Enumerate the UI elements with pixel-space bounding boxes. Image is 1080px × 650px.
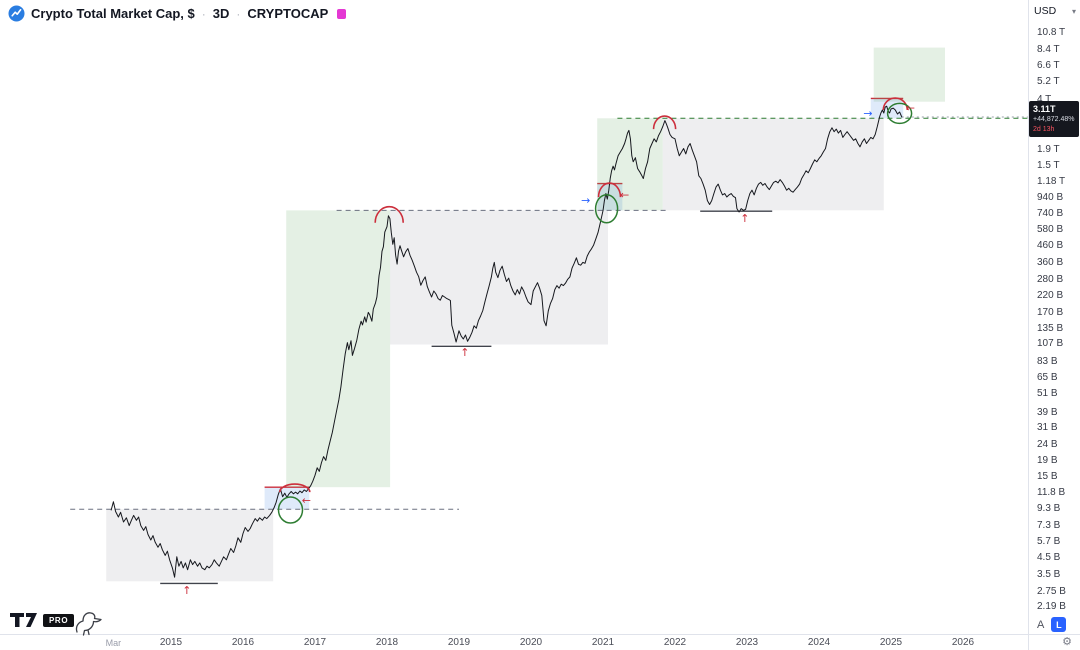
price-axis-label: 460 B	[1037, 240, 1064, 251]
log-scale-button[interactable]: L	[1051, 617, 1067, 632]
bar-countdown: 2d 13h	[1033, 126, 1055, 133]
accumulation-box-2014[interactable]	[106, 509, 274, 582]
accumulation-box-2022[interactable]	[662, 118, 884, 211]
price-axis[interactable]: 10.8 T8.4 T6.6 T5.2 T4 T2.5 T1.9 T1.5 T1…	[1028, 0, 1080, 634]
price-axis-label: 65 B	[1037, 372, 1058, 384]
distribution-arc-2016[interactable]	[279, 483, 311, 493]
entry-circle-2016[interactable]	[277, 496, 304, 524]
time-axis-label: 2015	[159, 637, 183, 648]
price-axis-label: 39 B	[1037, 406, 1058, 418]
time-axis-label: 2023	[735, 637, 759, 648]
interval-label[interactable]: 3D	[212, 6, 230, 21]
price-axis-label: 7.3 B	[1037, 519, 1061, 531]
expansion-box-2025[interactable]	[873, 47, 945, 102]
price-axis-label: 11.8 B	[1037, 487, 1066, 499]
time-axis-label: 2018	[375, 637, 399, 648]
price-axis-label: 19 B	[1037, 455, 1058, 467]
right-arrow-2024[interactable]: →	[863, 107, 872, 120]
chart-legend[interactable]: Crypto Total Market Cap, $ · 3D · CRYPTO…	[8, 5, 347, 22]
chevron-down-icon: ▾	[1071, 6, 1076, 16]
time-axis-label: 2022	[663, 637, 687, 648]
price-badge: 3.11T +44,872.48% 2d 13h	[1029, 101, 1079, 137]
exchange-label[interactable]: CRYPTOCAP	[247, 6, 329, 21]
time-axis-label: 2024	[807, 637, 831, 648]
time-axis-label: 2016	[231, 637, 255, 648]
up-arrow-2022[interactable]: ↑	[740, 212, 749, 225]
price-axis-label: 83 B	[1037, 355, 1058, 367]
pro-badge: PRO	[43, 614, 75, 627]
entry-circle-2025[interactable]	[886, 102, 913, 125]
distribution-arc-2021-may[interactable]	[597, 182, 622, 198]
price-axis-label: 4.5 B	[1037, 552, 1061, 564]
price-axis-label: 280 B	[1037, 273, 1064, 285]
distribution-arc-2018[interactable]	[374, 205, 404, 223]
symbol-title[interactable]: Crypto Total Market Cap, $	[31, 6, 195, 21]
time-axis[interactable]: Mar 2015 2016 2017 2018 2019 2020 2021 2022 2023 2…	[0, 634, 1028, 650]
price-axis-label: 4 T	[1037, 94, 1052, 105]
expansion-box-2017[interactable]	[286, 210, 391, 488]
price-axis-label: 940 B	[1037, 191, 1064, 203]
time-axis-label: 2020	[519, 637, 543, 648]
legend-separator: ·	[201, 6, 206, 21]
price-axis-label: 24 B	[1037, 439, 1058, 451]
price-axis-label: 360 B	[1037, 256, 1064, 268]
time-axis-label: 2021	[591, 637, 615, 648]
cryptocap-logo-icon	[8, 5, 25, 22]
left-arrow-2016[interactable]: ←	[302, 494, 311, 507]
left-arrow-2021[interactable]: ←	[620, 189, 629, 202]
price-axis-label: 5.7 B	[1037, 536, 1061, 548]
price-axis-label: 10.8 T	[1037, 27, 1066, 38]
price-axis-label: 8.4 T	[1037, 44, 1060, 55]
price-axis-label: 1.9 T	[1037, 144, 1060, 156]
distribution-arc-2021-nov[interactable]	[652, 115, 677, 130]
time-axis-label: 2019	[447, 637, 471, 648]
price-change-percent: +44,872.48%	[1033, 116, 1075, 123]
price-axis-label: 1.18 T	[1037, 176, 1066, 188]
time-axis-label: 2026	[951, 637, 975, 648]
price-axis-label: 51 B	[1037, 388, 1058, 400]
price-axis-label: 1.5 T	[1037, 160, 1060, 172]
right-arrow-2020[interactable]: →	[581, 194, 590, 207]
legend-separator: ·	[236, 6, 241, 21]
accumulation-box-2018[interactable]	[390, 210, 608, 345]
currency-label: USD	[1034, 5, 1057, 17]
time-axis-label: Mar	[105, 638, 122, 648]
currency-selector[interactable]: USD ▾	[1034, 5, 1076, 17]
last-price: 3.11T	[1033, 104, 1056, 114]
price-axis-label: 220 B	[1037, 289, 1064, 301]
scale-buttons: A L	[1037, 617, 1067, 632]
up-arrow-2019[interactable]: ↑	[460, 346, 469, 359]
tradingview-mark-icon	[10, 613, 37, 627]
price-axis-label: 170 B	[1037, 307, 1064, 319]
tradingview-logo[interactable]: PRO	[10, 613, 75, 628]
time-axis-label: 2025	[879, 637, 903, 648]
price-axis-label: 580 B	[1037, 224, 1064, 236]
settings-gear-icon[interactable]: ⚙	[1062, 636, 1072, 648]
price-axis-label: 740 B	[1037, 207, 1064, 219]
dinosaur-doodle[interactable]	[70, 604, 108, 638]
price-axis-label: 9.3 B	[1037, 503, 1061, 515]
flag-icon[interactable]	[337, 8, 347, 19]
price-axis-label: 15 B	[1037, 471, 1058, 482]
auto-scale-button[interactable]: A	[1037, 618, 1045, 631]
up-arrow-2015[interactable]: ↑	[182, 584, 191, 597]
price-axis-label: 107 B	[1037, 338, 1064, 350]
price-axis-label: 5.2 T	[1037, 76, 1060, 88]
chart-canvas[interactable]: ↑ ↑ ↑ ← ← ← → →	[0, 0, 1028, 634]
price-axis-label: 2.75 B	[1037, 585, 1066, 597]
time-axis-label: 2017	[303, 637, 327, 648]
left-arrow-2025[interactable]: ←	[906, 102, 915, 115]
price-axis-label: 6.6 T	[1037, 60, 1060, 72]
market-cap-series	[110, 105, 903, 578]
entry-circle-2021[interactable]	[594, 193, 619, 224]
price-axis-label: 2.19 B	[1037, 600, 1066, 612]
price-axis-label: 31 B	[1037, 422, 1058, 433]
axis-corner: ⚙	[1028, 634, 1080, 650]
price-axis-label: 3.5 B	[1037, 569, 1061, 581]
price-axis-label: 135 B	[1037, 322, 1064, 334]
